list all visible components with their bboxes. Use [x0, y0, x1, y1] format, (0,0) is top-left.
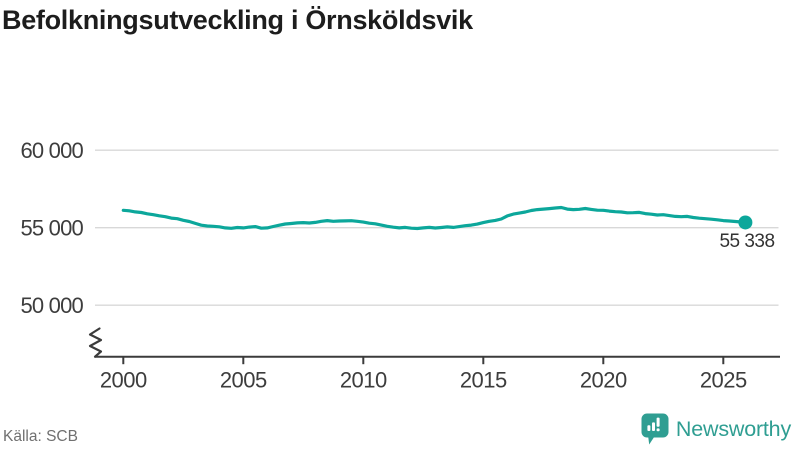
end-point-marker: [738, 215, 753, 230]
population-series-line: [121, 205, 748, 231]
x-tick-label: 2020: [580, 368, 627, 393]
x-tick-label: 2005: [220, 368, 267, 393]
source-label: Källa: SCB: [3, 428, 78, 445]
axis-break-icon: [88, 327, 103, 358]
newsworthy-logo: Newsworthy: [641, 413, 791, 446]
x-tick-label: 2010: [340, 368, 387, 393]
end-value-label: 55 338: [719, 231, 774, 252]
y-tick-label: 50 000: [21, 293, 84, 318]
x-tick-label: 2025: [700, 368, 747, 393]
newsworthy-logo-icon: [641, 413, 669, 445]
y-tick-label: 60 000: [21, 138, 84, 163]
chart-title: Befolkningsutveckling i Örnsköldsvik: [2, 5, 473, 35]
logo-bars-glyph: [647, 417, 660, 432]
x-tick-label: 2000: [100, 368, 147, 393]
x-tick-label: 2015: [460, 368, 507, 393]
y-tick-label: 55 000: [21, 216, 84, 241]
newsworthy-logo-text: Newsworthy: [675, 417, 791, 441]
